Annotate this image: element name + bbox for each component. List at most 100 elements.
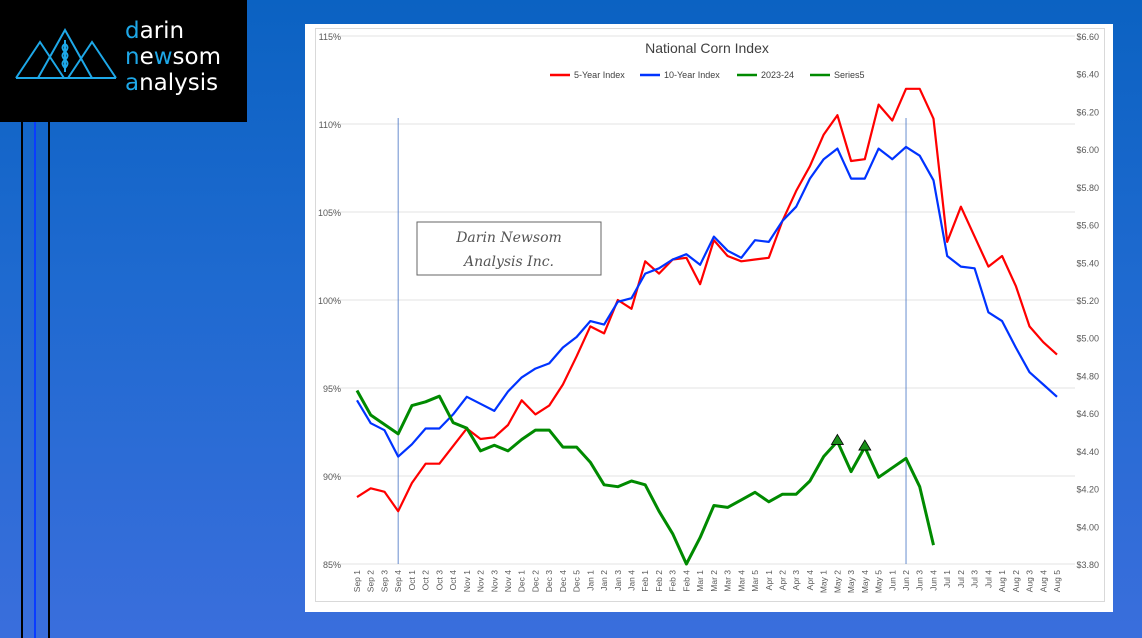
legend-label: 5-Year Index xyxy=(574,70,625,80)
x-tick-label: Aug 1 xyxy=(997,570,1007,592)
logo-letter: n xyxy=(125,44,140,70)
x-tick-label: Sep 3 xyxy=(379,570,389,592)
x-tick-label: Mar 3 xyxy=(723,570,733,592)
x-tick-label: Feb 3 xyxy=(668,570,678,592)
x-tick-label: Sep 1 xyxy=(352,570,362,592)
x-tick-label: Oct 4 xyxy=(448,570,458,591)
y-right-tick-label: $6.20 xyxy=(1076,107,1099,117)
legend: 5-Year Index 10-Year Index 2023-24 Series5 xyxy=(550,70,865,80)
y-right-tick-label: $5.20 xyxy=(1076,296,1099,306)
y-left-tick-label: 100% xyxy=(318,296,341,306)
y-right-tick-label: $4.40 xyxy=(1076,447,1099,457)
logo-word: som xyxy=(172,44,222,70)
y-right-tick-label: $5.60 xyxy=(1076,221,1099,231)
x-tick-label: Jan 2 xyxy=(599,570,609,591)
x-tick-label: Feb 1 xyxy=(640,570,650,592)
logo-text: darin newsom analysis xyxy=(125,18,221,96)
x-tick-label: Jun 1 xyxy=(887,570,897,591)
mountain-wheat-logo-icon xyxy=(15,28,117,79)
legend-label: 10-Year Index xyxy=(664,70,720,80)
chart-border xyxy=(315,28,1105,602)
logo-letter: d xyxy=(125,18,140,44)
x-tick-label: Oct 3 xyxy=(434,570,444,591)
logo: darin newsom analysis xyxy=(0,0,247,122)
decorative-line xyxy=(21,122,23,638)
series-line-10-year-index xyxy=(356,145,1058,458)
y-right-tick-label: $3.80 xyxy=(1076,560,1099,570)
x-tick-label: Jul 4 xyxy=(983,570,993,588)
decorative-line xyxy=(34,122,36,638)
logo-word: nalysis xyxy=(139,70,219,96)
x-tick-label: Feb 2 xyxy=(654,570,664,592)
chart-title: National Corn Index xyxy=(645,40,769,56)
legend-label: 2023-24 xyxy=(761,70,794,80)
x-tick-label: Dec 1 xyxy=(517,570,527,592)
x-tick-label: Mar 5 xyxy=(750,570,760,592)
y-left-tick-label: 95% xyxy=(323,384,341,394)
x-tick-label: Dec 3 xyxy=(544,570,554,592)
x-tick-label: May 3 xyxy=(846,570,856,593)
x-tick-label: Nov 4 xyxy=(503,570,513,592)
logo-letter: a xyxy=(125,70,140,96)
x-tick-label: Oct 1 xyxy=(407,570,417,591)
national-corn-index-chart: 85% 90% 95% 100% 105% 110% 115% $3.80 $4.00 $4.2… xyxy=(318,32,1099,593)
x-tick-label: Dec 5 xyxy=(572,570,582,592)
series5-triangle-point xyxy=(830,433,845,445)
x-tick-label: Jan 4 xyxy=(627,570,637,591)
x-tick-label: May 1 xyxy=(819,570,829,593)
x-tick-label: Jul 1 xyxy=(942,570,952,588)
x-tick-label: Dec 2 xyxy=(530,570,540,592)
y-left-tick-label: 85% xyxy=(323,560,341,570)
x-tick-label: Apr 3 xyxy=(791,570,801,591)
x-tick-label: Nov 2 xyxy=(476,570,486,592)
logo-word: arin xyxy=(139,18,185,44)
x-tick-label: Aug 3 xyxy=(1025,570,1035,592)
logo-letter: e xyxy=(139,44,154,70)
x-tick-label: Sep 2 xyxy=(366,570,376,592)
x-tick-label: Apr 4 xyxy=(805,570,815,591)
x-tick-label: Sep 4 xyxy=(393,570,403,592)
x-tick-label: Jul 3 xyxy=(970,570,980,588)
decorative-line xyxy=(48,122,50,638)
x-tick-label: Jan 1 xyxy=(585,570,595,591)
watermark-line1: Darin Newsom xyxy=(455,230,562,246)
x-tick-label: Aug 2 xyxy=(1011,570,1021,592)
y-left-tick-label: 105% xyxy=(318,208,341,218)
logo-letter: w xyxy=(153,44,173,70)
y-left-tick-label: 115% xyxy=(319,32,341,42)
watermark: Darin Newsom Analysis Inc. xyxy=(416,221,602,276)
x-tick-label: Nov 3 xyxy=(489,570,499,592)
x-tick-label: Mar 4 xyxy=(736,570,746,592)
x-tick-label: Jun 3 xyxy=(915,570,925,591)
x-tick-label: Dec 4 xyxy=(558,570,568,592)
x-tick-label: Oct 2 xyxy=(421,570,431,591)
x-tick-label: Apr 1 xyxy=(764,570,774,591)
y-right-tick-label: $4.20 xyxy=(1076,485,1099,495)
x-tick-label: Jun 4 xyxy=(928,570,938,591)
watermark-line2: Analysis Inc. xyxy=(462,254,554,270)
x-tick-label: Mar 2 xyxy=(709,570,719,592)
series-line-5-year-index xyxy=(356,87,1058,513)
x-tick-label: May 2 xyxy=(832,570,842,593)
x-tick-label: Jul 2 xyxy=(956,570,966,588)
y-left-tick-label: 110% xyxy=(319,120,341,130)
y-right-tick-label: $5.80 xyxy=(1076,183,1099,193)
y-right-tick-label: $5.40 xyxy=(1076,258,1099,268)
series-line-2023-24 xyxy=(355,389,935,566)
x-tick-label: Feb 4 xyxy=(681,570,691,592)
y-right-tick-label: $4.60 xyxy=(1076,409,1099,419)
x-tick-label: Mar 1 xyxy=(695,570,705,592)
y-right-tick-label: $6.40 xyxy=(1076,70,1099,80)
y-right-tick-label: $6.60 xyxy=(1076,32,1099,42)
x-tick-label: Aug 4 xyxy=(1038,570,1048,592)
x-tick-label: Jan 3 xyxy=(613,570,623,591)
y-right-tick-label: $6.00 xyxy=(1076,145,1099,155)
y-right-tick-label: $5.00 xyxy=(1076,334,1099,344)
chart-panel: 85% 90% 95% 100% 105% 110% 115% $3.80 $4.00 $4.2… xyxy=(305,24,1113,612)
x-tick-label: Aug 5 xyxy=(1052,570,1062,592)
y-left-tick-label: 90% xyxy=(323,472,341,482)
y-right-tick-label: $4.80 xyxy=(1076,371,1099,381)
legend-label: Series5 xyxy=(834,70,865,80)
x-tick-label: Nov 1 xyxy=(462,570,472,592)
x-tick-label: May 5 xyxy=(874,570,884,593)
